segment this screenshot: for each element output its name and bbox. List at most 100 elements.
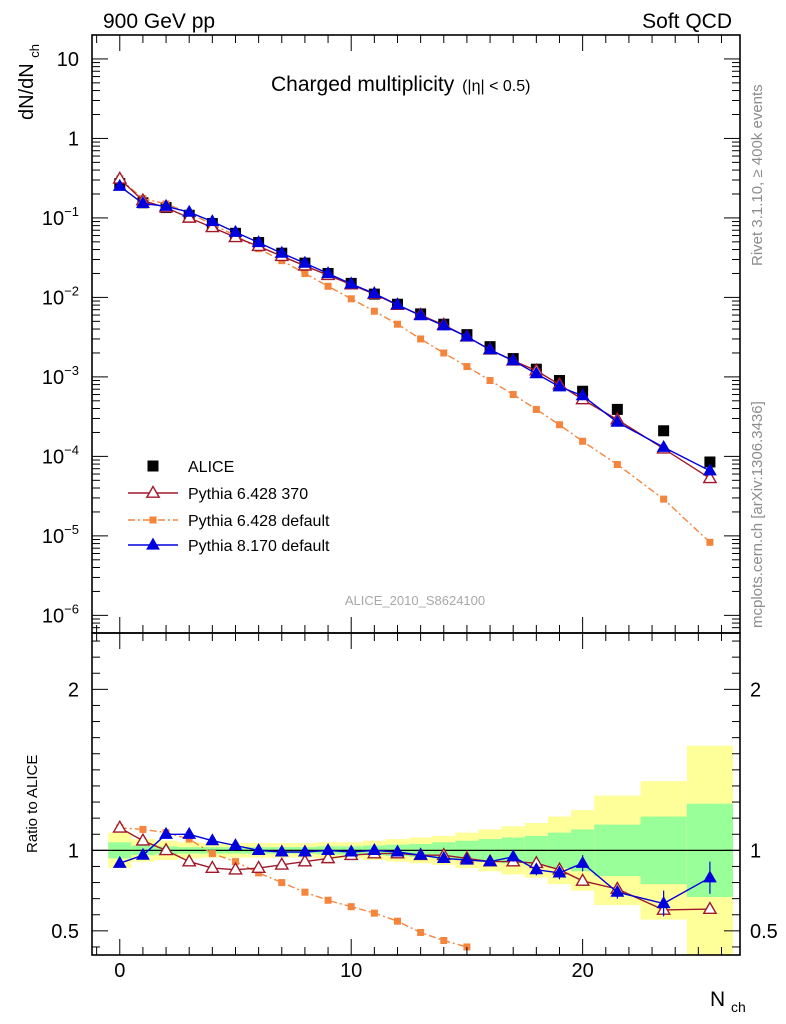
main-p8-point-21 [610, 414, 625, 427]
xtick-label-1: 10 [340, 960, 362, 982]
ratio-p8-point-5 [228, 838, 243, 851]
ratio-p6-default-point-8 [301, 888, 309, 896]
ratio-p8-line [119, 833, 711, 905]
ytick-label-main-1: 1 [68, 128, 79, 150]
ratio-p6-default-line [119, 827, 468, 948]
main-p8-point-6 [251, 235, 266, 248]
main-p6-default-point-9 [324, 282, 332, 290]
ratio-p8-point-23 [703, 870, 717, 883]
main-p6-default-point-12 [393, 320, 401, 328]
main-p6-default-point-13 [417, 335, 425, 343]
ytick-label-ratio-right-1: 1 [750, 840, 761, 862]
ytick-label-exponent: −6 [64, 601, 79, 616]
chart-title: Charged multiplicity (|η| < 0.5) [271, 73, 530, 96]
main-p8-point-3 [182, 204, 197, 217]
legend-label-1: Pythia 6.428 370 [188, 486, 308, 503]
legend-label-3: Pythia 8.170 default [188, 538, 330, 555]
main-ylabel-sub: ch [27, 44, 42, 58]
ratio-p6-default-point-13 [417, 928, 425, 936]
ratio-p6-default-point-10 [347, 903, 355, 911]
main-ylabel: dN/dN ch [16, 44, 42, 120]
ytick-label-base: 10 [42, 526, 64, 548]
ratio-p8-point-17 [506, 849, 521, 862]
legend-label-2: Pythia 6.428 default [188, 513, 330, 530]
uncertainty-bands [92, 745, 740, 955]
main-p6-default-point-10 [347, 295, 355, 303]
main-p8-point-16 [483, 342, 497, 355]
main-p6-default-point-19 [555, 421, 563, 429]
ratio-p6-default-point-1 [139, 825, 147, 833]
main-p6-370-point-23 [702, 470, 718, 484]
chart-title-cut: (|η| < 0.5) [462, 78, 530, 95]
ytick-label-main-5: 10−4 [42, 442, 79, 468]
legend-label-0: ALICE [188, 459, 234, 476]
main-alice-point-23 [704, 456, 716, 468]
ytick-label-main-4: 10−3 [42, 363, 79, 389]
ytick-label-base: 10 [42, 446, 64, 468]
ytick-label-ratio-left-1: 1 [68, 840, 79, 862]
ratio-p6-default-point-3 [185, 835, 193, 843]
side-label-bottom: mcplots.cern.ch [arXiv:1306.3436] [749, 401, 766, 628]
main-alice-point-21 [611, 403, 623, 415]
legend-marker-p8 [146, 537, 160, 550]
ratio-p8-point-18 [529, 862, 544, 875]
main-p6-default-point-18 [532, 405, 540, 413]
main-p6-default-point-14 [440, 349, 448, 357]
ytick-label-exponent: −2 [64, 283, 79, 298]
ratio-p8-point-8 [298, 844, 312, 857]
legend-marker-alice [147, 460, 159, 472]
main-p8-point-20 [575, 388, 590, 401]
ratio-p6-default-point-11 [370, 909, 378, 917]
ratio-p8-point-1 [136, 847, 150, 860]
ratio-p8-point-3 [182, 826, 197, 839]
ytick-label-main-6: 10−5 [42, 522, 79, 548]
legend-marker-p6-370 [145, 485, 161, 498]
ytick-label-exponent: −1 [64, 204, 79, 219]
main-p8-point-9 [321, 266, 335, 279]
main-p8-point-0 [112, 178, 127, 191]
series-layer [112, 170, 718, 951]
main-alice-point-22 [658, 425, 670, 437]
ratio-p8-point-0 [112, 855, 127, 868]
main-p8-point-4 [205, 214, 220, 227]
main-p6-default-point-20 [579, 437, 587, 445]
main-p8-point-17 [506, 353, 521, 366]
main-p8-point-11 [367, 286, 382, 299]
xtick-label-2: 20 [572, 960, 594, 982]
ratio-ylabel: Ratio to ALICE [24, 755, 41, 853]
ratio-p8-point-13 [413, 847, 428, 860]
watermark-label: ALICE_2010_S8624100 [345, 593, 485, 608]
ytick-label-ratio-right-2: 2 [750, 679, 761, 701]
main-p6-default-point-17 [509, 391, 517, 399]
ratio-frame [91, 632, 741, 956]
ratio-p8-point-11 [367, 842, 382, 855]
main-p8-point-15 [460, 329, 474, 342]
header-left: 900 GeV pp [103, 10, 215, 33]
main-p6-default-point-8 [301, 269, 309, 277]
main-p8-point-2 [159, 198, 173, 211]
main-p8-point-12 [390, 297, 405, 310]
ratio-p8-point-9 [321, 842, 335, 855]
ratio-p6-default-point-4 [208, 850, 216, 858]
ytick-label-main-7: 10−6 [42, 601, 79, 627]
ratio-p6-370-point-7 [274, 856, 290, 870]
side-label-top: Rivet 3.1.10, ≥ 400k events [749, 84, 766, 266]
ratio-p8-point-2 [159, 826, 173, 839]
chart-title-main: Charged multiplicity [271, 73, 455, 96]
ratio-p8-point-6 [251, 842, 266, 855]
ratio-p8-point-22 [656, 896, 671, 909]
main-p6-default-point-15 [463, 363, 471, 371]
ytick-label-base: 10 [42, 605, 64, 627]
main-p6-default-point-22 [660, 495, 668, 503]
ratio-p6-370-point-5 [228, 861, 243, 875]
main-p6-default-point-16 [486, 377, 494, 385]
ratio-p8-point-19 [552, 865, 567, 878]
ratio-p8-point-10 [344, 844, 359, 857]
main-p8-point-18 [529, 366, 544, 379]
ytick-label-ratio-left-2: 2 [68, 679, 79, 701]
ratio-p8-point-15 [460, 852, 474, 865]
ytick-label-main-2: 10−1 [42, 204, 79, 230]
ratio-p6-370-point-9 [320, 850, 336, 864]
